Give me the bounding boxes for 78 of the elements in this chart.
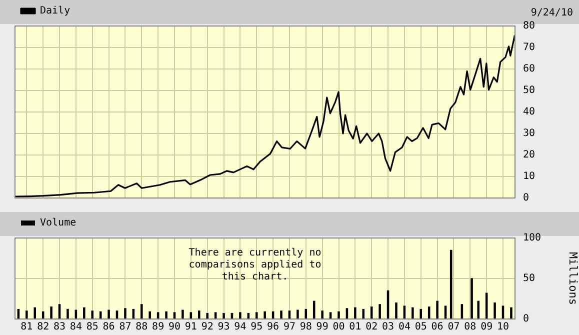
x-tick-label: 82	[37, 322, 50, 333]
x-tick-label: 01	[349, 322, 362, 333]
x-tick-label: 10	[496, 322, 510, 333]
bar	[296, 310, 299, 319]
bar	[239, 312, 242, 319]
x-tick-label: 93	[218, 322, 230, 333]
y-tick-label: 60	[523, 64, 536, 75]
x-tick-label: 09	[480, 322, 493, 333]
y-tick-label: 50	[523, 85, 536, 96]
bar	[83, 307, 86, 319]
bar	[412, 307, 414, 319]
x-tick-label: 99	[316, 322, 328, 333]
bar	[354, 307, 356, 319]
bar	[140, 304, 143, 319]
legend-label: Daily	[40, 6, 70, 17]
bar	[436, 300, 438, 319]
y-tick-label: 70	[523, 42, 536, 54]
bar	[91, 310, 94, 319]
x-tick-label: 91	[184, 322, 197, 333]
bar	[510, 307, 512, 319]
x-tick-label: 84	[70, 322, 82, 333]
bar	[477, 300, 480, 319]
x-tick-label: 89	[152, 322, 164, 333]
bar	[182, 310, 184, 319]
bar	[148, 311, 151, 319]
x-tick-label: 83	[53, 322, 66, 333]
x-tick-label: 85	[86, 322, 98, 333]
bar	[255, 312, 258, 319]
y-tick-label: 20	[523, 150, 536, 161]
x-tick-label: 95	[250, 322, 263, 333]
bar	[470, 278, 473, 319]
y-tick-label: 50	[523, 273, 536, 284]
bar	[494, 302, 496, 319]
y-tick-label: 100	[523, 232, 542, 244]
bar	[34, 307, 36, 319]
y-axis-title: Millions	[566, 252, 579, 305]
x-tick-label: 88	[136, 322, 148, 333]
bar	[206, 313, 208, 319]
x-tick-label: 86	[102, 322, 115, 333]
x-tick-label: 98	[300, 322, 312, 333]
bar	[124, 308, 126, 319]
x-tick-label: 07	[448, 322, 460, 333]
annotation: There are currently no comparisons applied to this chart.	[188, 248, 322, 283]
x-tick-label: 00	[332, 322, 345, 333]
x-tick-label: 94	[234, 322, 246, 333]
bar	[395, 302, 398, 319]
y-tick-label: 80	[523, 20, 536, 32]
x-tick-label: 06	[431, 322, 444, 333]
x-tick-label: 04	[398, 322, 410, 333]
bar	[26, 310, 28, 319]
y-tick-label: 0	[523, 314, 530, 325]
x-tick-label: 81	[20, 322, 33, 333]
x-tick-label: 96	[267, 322, 280, 333]
x-tick-label: 08	[464, 322, 476, 333]
x-tick-label: 87	[119, 322, 132, 333]
bar	[264, 311, 266, 319]
x-tick-label: 97	[283, 322, 296, 333]
x-tick-label: 05	[414, 322, 427, 333]
x-tick-label: 02	[366, 322, 378, 333]
bar	[321, 310, 324, 319]
text: 9/24/10	[530, 8, 573, 19]
x-tick-label: 92	[201, 322, 214, 333]
bar	[378, 304, 381, 319]
legend-label: Volume	[40, 218, 76, 229]
y-tick-label: 30	[523, 128, 536, 140]
x-tick-label: 03	[382, 322, 394, 333]
y-tick-label: 40	[523, 106, 536, 118]
y-tick-label: 10	[523, 171, 536, 182]
x-tick-label: 90	[168, 322, 181, 333]
bar	[165, 311, 168, 319]
bar	[338, 311, 340, 319]
bar	[66, 308, 69, 319]
bar	[280, 310, 282, 319]
y-tick-label: 0	[523, 192, 530, 204]
bar	[50, 306, 52, 319]
bar	[198, 310, 200, 319]
bar	[108, 310, 110, 319]
bar	[222, 313, 225, 319]
